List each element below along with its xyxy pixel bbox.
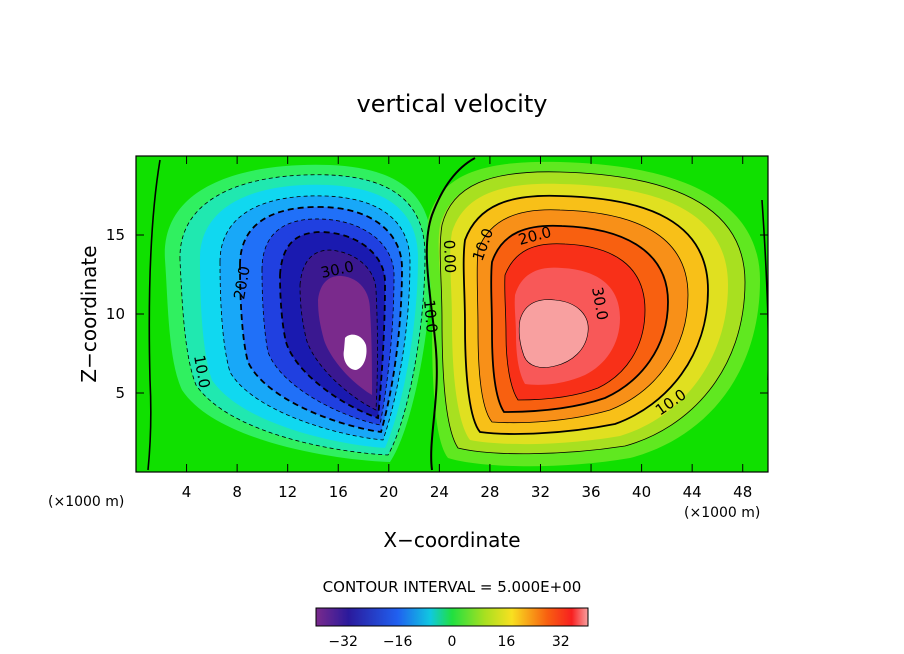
colorbar-tick-label: 16 xyxy=(497,634,515,650)
x-tick-label: 20 xyxy=(379,483,398,501)
colorbar-tick-label: −16 xyxy=(383,634,413,650)
x-tick-label: 24 xyxy=(430,483,449,501)
contour-label: 20.0 xyxy=(230,265,254,301)
contour-label: 10.0 xyxy=(190,354,214,390)
contour-label: 10.0 xyxy=(420,299,441,334)
x-axis-title: X−coordinate xyxy=(383,528,520,552)
chart-title: vertical velocity xyxy=(357,90,548,118)
updraft-cell xyxy=(427,161,760,467)
x-axis: 4 8 12 16 20 24 28 32 36 40 44 48 xyxy=(182,156,752,501)
x-tick-label: 28 xyxy=(480,483,499,501)
x-tick-label: 44 xyxy=(683,483,702,501)
y-tick-label: 10 xyxy=(106,305,125,323)
y-axis-title: Z−coordinate xyxy=(77,245,101,382)
x-tick-label: 40 xyxy=(632,483,651,501)
y-axis: 5 10 15 xyxy=(106,226,768,402)
x-tick-label: 32 xyxy=(531,483,550,501)
x-tick-label: 8 xyxy=(232,483,242,501)
contour-label: 30.0 xyxy=(588,286,612,322)
y-tick-label: 5 xyxy=(115,384,125,402)
x-tick-label: 48 xyxy=(733,483,752,501)
colorbar-ticks: −32 −16 0 16 32 xyxy=(328,634,569,650)
x-tick-label: 16 xyxy=(329,483,348,501)
colorbar: −32 −16 0 16 32 xyxy=(315,607,589,650)
y-tick-label: 15 xyxy=(106,226,125,244)
contour-label: 0.00 xyxy=(440,240,459,274)
contour-lines xyxy=(147,157,768,471)
colorbar-tick-label: 0 xyxy=(448,634,457,650)
x-unit-note-right: (×1000 m) xyxy=(684,505,760,521)
colorbar-tick-label: −32 xyxy=(328,634,358,650)
plot-area: 10.0 20.0 30.0 10.0 0.00 10.0 20.0 30.0 … xyxy=(136,156,768,472)
contour-interval-label: CONTOUR INTERVAL = 5.000E+00 xyxy=(323,578,582,596)
x-tick-label: 4 xyxy=(182,483,192,501)
x-tick-label: 12 xyxy=(278,483,297,501)
colorbar-gradient xyxy=(315,607,589,627)
colorbar-tick-label: 32 xyxy=(552,634,570,650)
x-tick-label: 36 xyxy=(581,483,600,501)
x-unit-note-left: (×1000 m) xyxy=(48,494,124,510)
